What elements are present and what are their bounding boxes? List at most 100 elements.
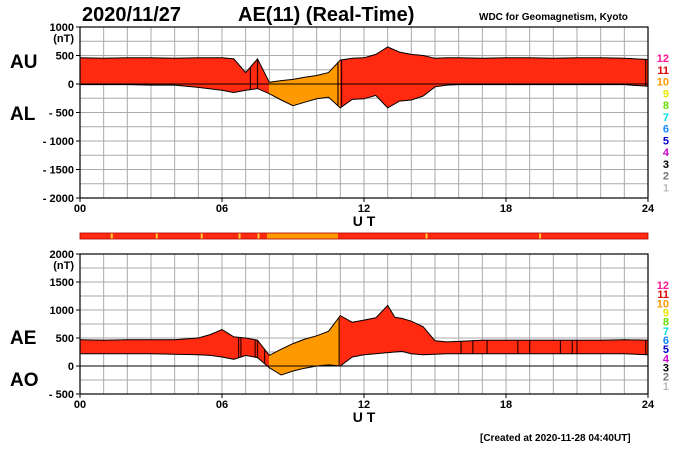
band-segment (623, 339, 649, 356)
y-unit-label: (nT) (53, 260, 74, 272)
series-line-al (80, 84, 649, 109)
station-legend-7: 7 (663, 326, 669, 338)
band-segment (434, 340, 448, 355)
band-segment (600, 57, 625, 85)
band-segment (245, 58, 258, 91)
y-tick-label: - 1500 (43, 165, 74, 177)
date-title: 2020/11/27 (82, 4, 181, 26)
y-tick-label: - 2000 (43, 193, 74, 205)
x-axis-title: U T (353, 409, 376, 425)
band-segment (257, 58, 270, 95)
station-legend-9: 9 (663, 308, 669, 320)
band-segment (387, 46, 400, 109)
al-label: AL (10, 104, 36, 125)
band-segment (351, 57, 365, 100)
band-segment (434, 57, 448, 88)
station-legend-9: 9 (663, 88, 669, 100)
station-legend-6: 6 (663, 124, 669, 136)
x-tick-label: 18 (500, 203, 512, 215)
x-tick-label: 12 (358, 203, 370, 215)
station-legend-10: 10 (657, 298, 669, 310)
band-segment (422, 325, 436, 356)
x-axis-title: U T (353, 213, 376, 229)
band-segment (103, 339, 128, 355)
band-segment (552, 339, 578, 355)
band-segment (304, 335, 318, 369)
station-legend-11: 11 (657, 289, 669, 301)
station-strip-tick (155, 233, 158, 239)
band-segment (399, 51, 412, 102)
band-segment (79, 339, 104, 355)
chart-title: AE(11) (Real-Time) (238, 4, 415, 26)
y-tick-label: 500 (56, 51, 74, 63)
band-segment (221, 329, 235, 360)
band-segment (410, 54, 424, 101)
band-segment (316, 330, 329, 367)
station-legend-1: 1 (663, 381, 669, 393)
band-segment (198, 57, 223, 91)
band-segment (394, 316, 403, 353)
band-segment (174, 57, 199, 88)
band-segment (422, 55, 436, 97)
station-legend-12: 12 (657, 280, 669, 292)
station-legend-11: 11 (657, 65, 669, 77)
x-tick-label: 06 (216, 203, 228, 215)
x-tick-label: 12 (358, 399, 370, 411)
series-line-ao (80, 350, 649, 376)
band-segment (401, 317, 412, 355)
created-timestamp: [Created at 2020-11-28 04:40UT] (480, 433, 631, 444)
station-legend-3: 3 (663, 363, 669, 375)
x-tick-label: 06 (216, 399, 228, 411)
station-legend-3: 3 (663, 159, 669, 171)
y-tick-label: - 500 (49, 389, 74, 401)
band-segment (481, 57, 507, 85)
series-line-au (79, 46, 649, 83)
station-legend-4: 4 (663, 353, 670, 365)
band-segment (221, 57, 235, 93)
band-segment (458, 57, 483, 85)
y-unit-label: (nT) (53, 33, 74, 45)
station-legend-2: 2 (663, 171, 669, 183)
organization-credit: WDC for Geomagnetism, Kyoto (479, 12, 628, 23)
series-line-ae (79, 304, 649, 357)
band-segment (458, 339, 483, 355)
y-tick-label: 0 (68, 361, 74, 373)
y-tick-label: 2000 (50, 249, 74, 261)
x-tick-label: 00 (74, 203, 86, 215)
panel-1 (76, 26, 649, 202)
band-segment (529, 339, 554, 355)
station-legend-1: 1 (663, 182, 669, 194)
y-tick-label: 0 (68, 79, 74, 91)
station-strip-frame (79, 232, 649, 240)
band-segment (351, 319, 365, 358)
band-segment (127, 339, 152, 355)
panel-2 (76, 253, 649, 398)
band-segment (363, 317, 377, 356)
band-segment (79, 57, 104, 85)
band-segment (576, 339, 602, 355)
y-tick-label: 1500 (50, 277, 74, 289)
station-strip (79, 232, 649, 240)
x-tick-label: 24 (642, 203, 655, 215)
station-strip-tick (238, 233, 241, 239)
band-segment (280, 79, 294, 107)
station-strip-tick (110, 233, 113, 239)
station-strip-tick (425, 233, 428, 239)
band-segment (233, 58, 246, 93)
band-segment (387, 304, 396, 353)
band-segment (446, 57, 460, 86)
band-segment (446, 341, 460, 355)
band-segment (316, 72, 329, 100)
station-strip-low (266, 233, 338, 239)
band-segment (103, 57, 128, 85)
y-tick-label: 1000 (50, 22, 74, 34)
station-legend-6: 6 (663, 335, 669, 347)
band-segment (375, 304, 389, 355)
band-segment (600, 339, 625, 355)
band-segment (363, 54, 377, 100)
band-segment (174, 337, 199, 356)
x-tick-label: 18 (500, 399, 512, 411)
band-segment (552, 57, 578, 85)
band-segment (150, 339, 175, 355)
